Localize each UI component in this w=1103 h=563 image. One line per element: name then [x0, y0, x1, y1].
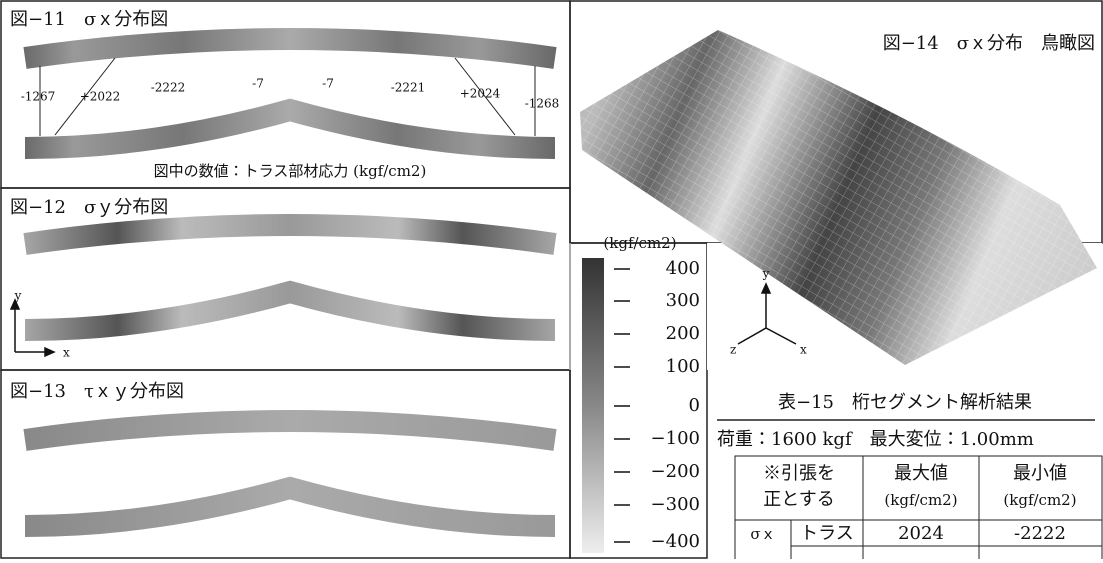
- scale-label: −300: [651, 494, 700, 515]
- beam: [25, 110, 555, 148]
- stress-label: -2221: [391, 81, 426, 95]
- figure-sheet: 図−11 σｘ分布図 -1267 +2022 -2222 -7 -7 -2221…: [0, 0, 1103, 559]
- beam: [25, 421, 555, 440]
- scale-label: 400: [666, 258, 700, 279]
- scale-label: 300: [666, 290, 700, 311]
- beam: [25, 225, 555, 244]
- axis-label: y: [762, 267, 770, 281]
- panel-title: 図−14 σｘ分布 鳥瞰図: [883, 33, 1095, 54]
- scale-ticks: [614, 269, 630, 542]
- color-scale: [582, 258, 604, 553]
- stress-label: -7: [322, 77, 334, 91]
- table-title: 表−15 桁セグメント解析結果: [778, 392, 1032, 413]
- table-cell: 2024: [898, 523, 944, 544]
- scale-label: −200: [651, 461, 700, 482]
- cell: [863, 546, 979, 559]
- row-label: σｘ: [750, 525, 775, 543]
- beam: [25, 488, 555, 526]
- header-cell: ※引張を: [763, 463, 835, 484]
- scale-label: 0: [689, 395, 700, 416]
- cell: [979, 546, 1102, 559]
- axis-label: z: [730, 343, 736, 357]
- stress-label: -2222: [151, 81, 186, 95]
- stress-label: -1267: [21, 90, 56, 104]
- body: 図−11 σｘ分布図 -1267 +2022 -2222 -7 -7 -2221…: [0, 0, 1103, 559]
- scale-label: 100: [666, 356, 700, 377]
- conditions: 荷重：1600 kgf 最大変位：1.00mm: [717, 429, 1034, 450]
- axis-label: x: [63, 346, 70, 360]
- header-cell: 正とする: [763, 489, 834, 510]
- panel-title: 図−12 σｙ分布図: [10, 197, 168, 218]
- stress-label: -1268: [525, 97, 560, 111]
- panel-title: 図−13 τｘｙ分布図: [10, 381, 184, 402]
- beam: [25, 39, 555, 58]
- panel-title: 図−11 σｘ分布図: [10, 9, 168, 30]
- header-unit: (kgf/cm2): [884, 491, 957, 509]
- cell: [791, 546, 863, 559]
- header-unit: (kgf/cm2): [1003, 491, 1076, 509]
- stress-label: +2024: [460, 87, 501, 101]
- stress-label: -7: [252, 77, 264, 91]
- table-cell: -2222: [1014, 523, 1066, 544]
- scale-label: −100: [651, 428, 700, 449]
- page: Figure {"fig11": {"title": "図−11 σｘ分布図",…: [0, 0, 1103, 559]
- scale-label: 200: [666, 323, 700, 344]
- header-cell: 最大値: [894, 463, 948, 484]
- scale-label: −400: [651, 531, 700, 552]
- row-label: トラス: [800, 523, 854, 544]
- caption: 図中の数値：トラス部材応力 (kgf/cm2): [154, 162, 427, 180]
- stress-label: +2022: [80, 90, 121, 104]
- header-cell: 最小値: [1013, 463, 1067, 484]
- beam: [25, 292, 555, 330]
- axis-label: x: [800, 343, 807, 357]
- axis-label: y: [14, 289, 22, 303]
